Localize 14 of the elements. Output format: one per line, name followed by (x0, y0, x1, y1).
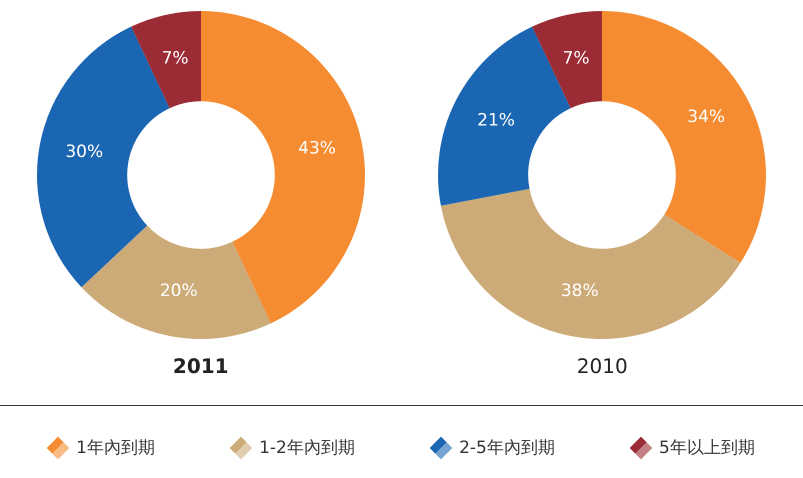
text: 2010 (576, 354, 628, 378)
legend-label: 5年以上到期 (659, 437, 755, 459)
data-label: 7% (161, 48, 188, 68)
data-label: 30% (65, 142, 103, 162)
data-label: 7% (562, 48, 590, 68)
data-label: 20% (160, 281, 198, 302)
data-label: 38% (561, 281, 599, 302)
data-label: 21% (477, 110, 516, 130)
data-label: 34% (688, 107, 726, 128)
data-label: 43% (298, 138, 336, 158)
legend-label: 1-2年內到期 (259, 437, 355, 459)
legend-label: 2-5年內到期 (459, 437, 555, 459)
text: 2011 (172, 354, 229, 378)
legend-label: 1年內到期 (76, 437, 155, 459)
